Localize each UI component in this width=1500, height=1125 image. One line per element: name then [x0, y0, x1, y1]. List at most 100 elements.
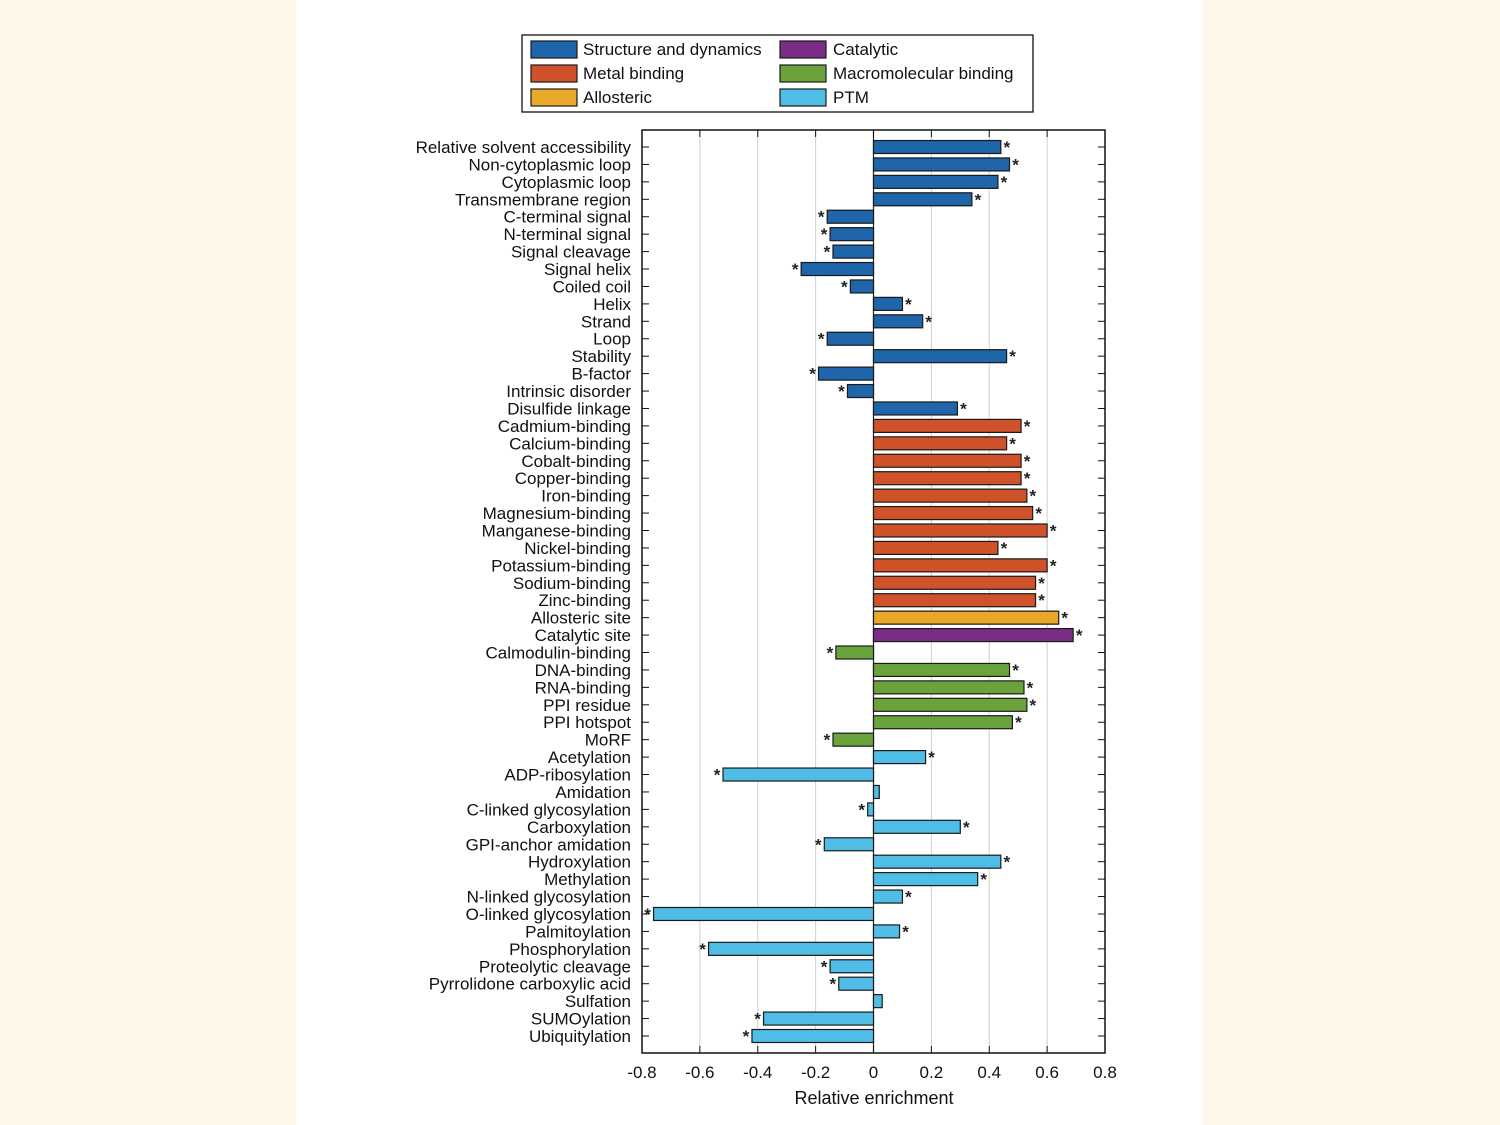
bar [846, 383, 875, 399]
category-label: RNA-binding [535, 678, 631, 697]
category-label: Transmembrane region [455, 190, 631, 209]
significance-star: * [1076, 626, 1083, 645]
significance-star: * [925, 312, 932, 331]
category-label: Potassium-binding [491, 556, 631, 575]
bar [872, 819, 961, 834]
category-label: Non-cytoplasmic loop [468, 155, 631, 174]
significance-star: * [1009, 347, 1016, 366]
significance-star: * [1001, 539, 1008, 558]
bar [872, 436, 1008, 451]
bar [762, 1011, 875, 1026]
legend-label: Catalytic [833, 40, 899, 59]
significance-star: * [963, 818, 970, 837]
bar [872, 296, 904, 311]
bar [872, 994, 883, 1009]
category-label: N-terminal signal [503, 225, 631, 244]
bar [872, 872, 979, 887]
category-label: B-factor [571, 365, 631, 384]
bar [849, 279, 875, 294]
category-label: Sodium-binding [513, 574, 631, 593]
category-label: Methylation [544, 870, 631, 889]
x-tick-label: 0.4 [977, 1063, 1001, 1082]
bar [872, 157, 1011, 172]
significance-star: * [1030, 696, 1037, 715]
significance-star: * [824, 243, 831, 262]
legend-swatch [779, 40, 827, 59]
bar [872, 139, 1002, 155]
category-label: Hydroxylation [528, 853, 631, 872]
category-label: Intrinsic disorder [506, 382, 631, 401]
x-tick-label: -0.2 [801, 1063, 830, 1082]
category-label: SUMOylation [531, 1010, 631, 1029]
category-label: Stability [571, 347, 631, 366]
bar [872, 697, 1028, 712]
significance-star: * [1050, 556, 1057, 575]
legend-swatch [530, 88, 578, 107]
category-label: Coiled coil [553, 277, 631, 296]
bar [835, 645, 875, 660]
bar [872, 889, 904, 904]
category-label: Disulfide linkage [507, 399, 631, 418]
bar [826, 209, 875, 224]
category-label: Acetylation [548, 748, 631, 767]
category-label: Catalytic site [535, 626, 631, 645]
significance-star: * [1015, 713, 1022, 732]
significance-star: * [1035, 504, 1042, 523]
significance-star: * [960, 399, 967, 418]
significance-star: * [858, 800, 865, 819]
significance-star: * [818, 330, 825, 349]
significance-star: * [699, 940, 706, 959]
x-tick-label: 0.2 [920, 1063, 944, 1082]
bar [872, 924, 901, 939]
x-axis-label: Relative enrichment [794, 1088, 953, 1108]
category-label: Manganese-binding [482, 521, 631, 540]
bar [872, 471, 1022, 486]
significance-star: * [743, 1027, 750, 1046]
significance-star: * [1009, 434, 1016, 453]
significance-star: * [714, 766, 721, 785]
significance-star: * [1012, 661, 1019, 680]
significance-star: * [1004, 853, 1011, 872]
bar [872, 505, 1034, 521]
category-label: N-linked glycosylation [467, 888, 631, 907]
significance-star: * [809, 365, 816, 384]
significance-star: * [1038, 574, 1045, 593]
category-label: Signal helix [544, 260, 631, 279]
category-label: Allosteric site [531, 609, 631, 628]
significance-star: * [838, 382, 845, 401]
legend-swatch [779, 64, 827, 83]
legend-label: Structure and dynamics [583, 40, 762, 59]
bar [872, 453, 1022, 468]
bar [872, 627, 1074, 643]
bar [872, 349, 1008, 364]
bar [872, 715, 1013, 730]
legend-swatch [779, 88, 827, 107]
significance-star: * [827, 644, 834, 663]
legend-label: Macromolecular binding [833, 64, 1013, 83]
significance-star: * [902, 922, 909, 941]
category-label: Proteolytic cleavage [479, 957, 631, 976]
category-label: Cytoplasmic loop [502, 173, 631, 192]
significance-star: * [1024, 452, 1031, 471]
legend: Structure and dynamics Metal binding Allos… [521, 34, 1034, 113]
bar [800, 261, 875, 277]
significance-star: * [821, 225, 828, 244]
bar [872, 593, 1037, 608]
bar [872, 401, 959, 416]
category-label: PPI hotspot [543, 713, 631, 732]
significance-star: * [905, 888, 912, 907]
significance-star: * [1001, 173, 1008, 192]
significance-star: * [928, 748, 935, 767]
significance-star: * [1004, 138, 1011, 157]
bar [872, 749, 927, 765]
bar [872, 784, 880, 800]
significance-star: * [1038, 591, 1045, 610]
bar [817, 366, 875, 381]
significance-star: * [821, 957, 828, 976]
category-label: Palmitoylation [525, 922, 631, 941]
category-label: Iron-binding [541, 487, 631, 506]
bar [652, 906, 875, 922]
bars: ****************************************… [644, 138, 1083, 1046]
category-label: Ubiquitylation [529, 1027, 631, 1046]
